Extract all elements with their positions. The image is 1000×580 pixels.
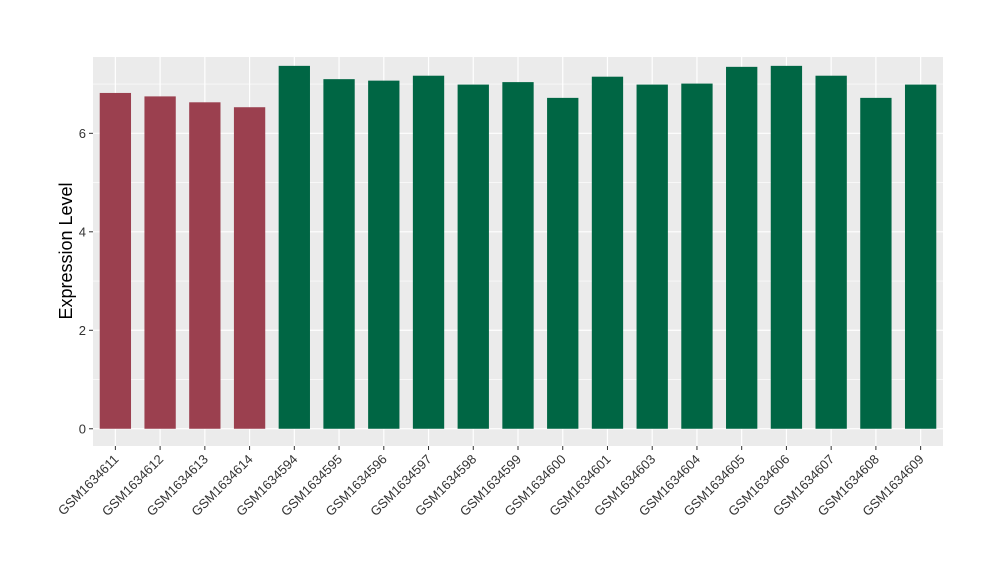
bar <box>726 66 758 429</box>
y-tick-label: 4 <box>79 224 86 239</box>
bar <box>323 79 355 429</box>
x-axis: GSM1634611GSM1634612GSM1634613GSM1634614… <box>55 446 927 519</box>
bar <box>233 107 266 429</box>
bar <box>636 84 668 429</box>
bar <box>368 80 400 429</box>
y-tick-label: 6 <box>79 126 86 141</box>
y-tick-label: 0 <box>79 421 86 436</box>
bar <box>591 76 624 429</box>
bar <box>144 96 176 429</box>
bar <box>502 82 534 429</box>
y-axis-title: Expression Level <box>56 182 76 319</box>
bar <box>681 83 713 429</box>
bar <box>278 65 310 429</box>
y-tick-label: 2 <box>79 323 86 338</box>
bar <box>860 97 892 429</box>
bar <box>904 84 937 429</box>
bar <box>412 75 445 429</box>
bar <box>457 84 489 429</box>
bar <box>99 92 132 429</box>
bar <box>189 102 221 429</box>
bar <box>770 65 803 429</box>
bars <box>99 65 937 429</box>
y-axis: 0 2 4 6 <box>79 126 93 436</box>
bar <box>547 97 579 429</box>
bar <box>815 75 847 429</box>
